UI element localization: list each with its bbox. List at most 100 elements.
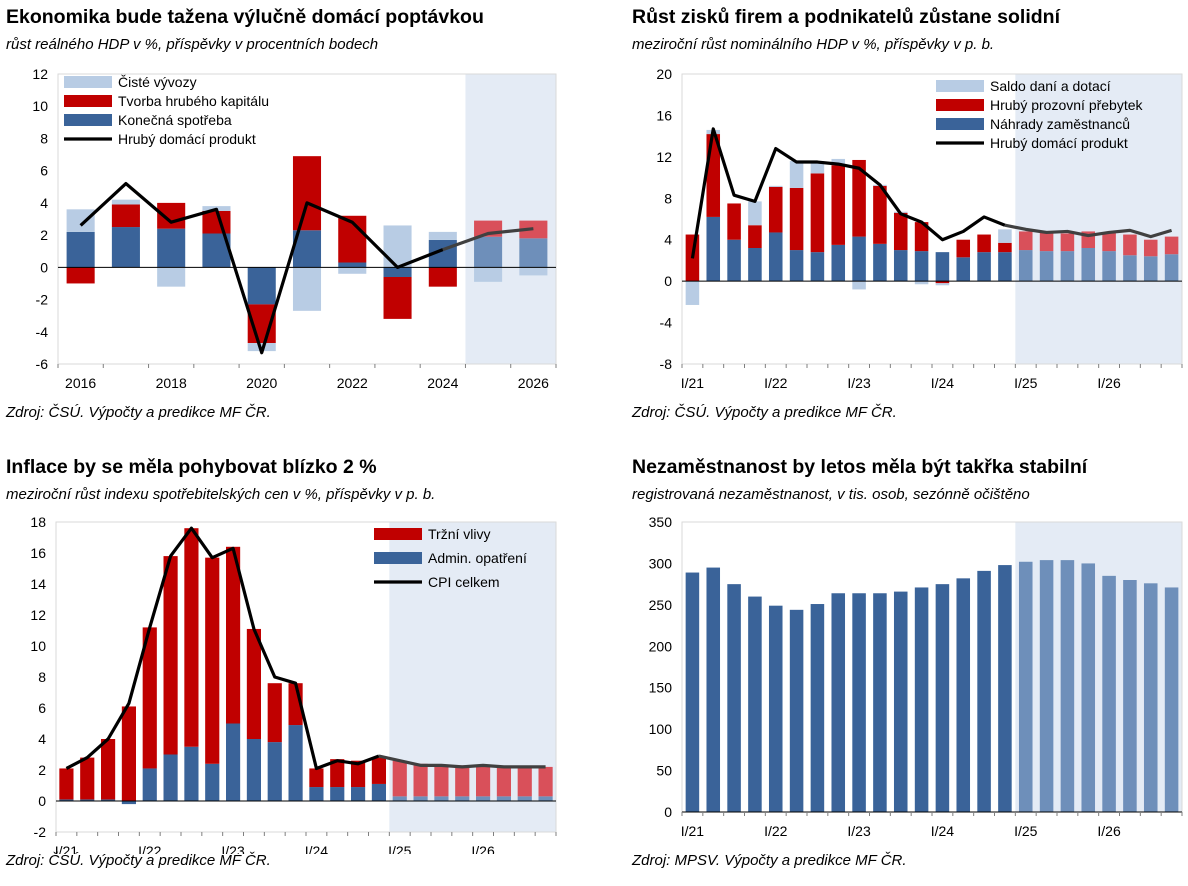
bar-I-24 bbox=[309, 787, 324, 801]
bar-2016 bbox=[66, 231, 95, 268]
y-tick-label: 12 bbox=[30, 607, 46, 623]
gdp-chart: -6 -4 -2 0 2 4 6 8 10 12 2016 2018 2020 2022 2024 2026 Č… bbox=[32, 66, 557, 391]
y-tick-label: 16 bbox=[656, 107, 672, 123]
bar-IV-21 bbox=[121, 801, 136, 805]
bar-IV-24 bbox=[371, 757, 386, 784]
bar-2020 bbox=[247, 267, 276, 305]
bar-III-21 bbox=[727, 584, 741, 812]
bar-IV-21 bbox=[121, 706, 136, 801]
chart-subtitle: růst reálného HDP v %, příspěvky v proce… bbox=[6, 36, 379, 53]
bar-II-21 bbox=[706, 567, 721, 812]
bar-II-23 bbox=[873, 243, 887, 282]
y-tick-label: -4 bbox=[36, 324, 49, 340]
bar-II-24 bbox=[956, 578, 971, 812]
legend-swatch bbox=[374, 552, 422, 564]
bar-II-26 bbox=[496, 796, 511, 801]
bar-III-26 bbox=[1143, 583, 1158, 812]
chart-source: Zdroj: ČSÚ. Výpočty a predikce MF ČR. bbox=[6, 852, 271, 869]
bar-I-24 bbox=[309, 768, 324, 788]
chart-title: Nezaměstnanost by letos měla být takřka … bbox=[632, 456, 1088, 478]
bar-2017 bbox=[111, 227, 140, 268]
bar-I-24 bbox=[935, 252, 950, 282]
bar-III-22 bbox=[810, 604, 825, 812]
bar-IV-24 bbox=[998, 242, 1012, 253]
y-tick-label: -4 bbox=[660, 315, 673, 331]
bar-IV-22 bbox=[831, 593, 846, 812]
bar-IV-23 bbox=[288, 725, 303, 801]
bar-I-21 bbox=[59, 799, 74, 801]
chart-title: Inflace by se měla pohybovat blízko 2 % bbox=[6, 456, 377, 478]
y-tick-label: -8 bbox=[660, 356, 673, 372]
bar-I-22 bbox=[142, 627, 157, 769]
bar-I-26 bbox=[1102, 232, 1116, 252]
y-tick-label: 100 bbox=[649, 721, 673, 737]
bar-II-24 bbox=[330, 787, 345, 801]
bar-III-21 bbox=[727, 239, 741, 282]
legend-swatch bbox=[936, 80, 984, 92]
bar-III-25 bbox=[434, 796, 449, 801]
bar-II-23 bbox=[873, 185, 887, 244]
panel-inflation: Inflace by se měla pohybovat blízko 2 % … bbox=[6, 456, 586, 886]
bar-IV-21 bbox=[748, 201, 762, 226]
legend-label: Tvorba hrubého kapitálu bbox=[118, 93, 269, 109]
legend-label: Konečná spotřeba bbox=[118, 112, 232, 128]
nominal-gdp-chart: -8 -4 0 4 8 12 16 20 I/21 I/22 I/23 I/24 I/25 I/26 Sal… bbox=[656, 66, 1183, 391]
bar-IV-26 bbox=[1164, 254, 1179, 282]
bar-II-22 bbox=[789, 161, 804, 188]
bar-II-21 bbox=[80, 757, 95, 800]
y-tick-label: 14 bbox=[30, 576, 46, 592]
bar-I-26 bbox=[476, 765, 491, 797]
bar-2026 bbox=[519, 267, 548, 276]
bar-IV-26 bbox=[1164, 236, 1179, 255]
bar-II-24 bbox=[330, 759, 345, 788]
bar-III-24 bbox=[977, 252, 991, 282]
bar-II-24 bbox=[956, 257, 971, 282]
bar-II-21 bbox=[706, 216, 721, 282]
line-series bbox=[65, 526, 380, 771]
bar-II-23 bbox=[873, 593, 887, 812]
bar-III-24 bbox=[351, 760, 366, 788]
bar-2024 bbox=[428, 231, 457, 240]
bar-I-23 bbox=[852, 236, 866, 282]
bar-III-22 bbox=[810, 173, 825, 253]
bar-2017 bbox=[111, 199, 140, 205]
bar-III-23 bbox=[893, 212, 908, 251]
bar-III-22 bbox=[810, 252, 825, 282]
bar-I-23 bbox=[226, 723, 241, 801]
x-tick-label: I/25 bbox=[388, 843, 412, 854]
x-tick-label: I/22 bbox=[764, 823, 788, 839]
bar-II-22 bbox=[789, 609, 804, 812]
bar-III-24 bbox=[351, 787, 366, 801]
legend-swatch bbox=[936, 118, 984, 130]
bar-II-25 bbox=[1039, 560, 1054, 812]
panel-gdp: Ekonomika bude tažena výlučně domácí pop… bbox=[6, 6, 586, 436]
bar-II-26 bbox=[1123, 255, 1137, 282]
bar-II-26 bbox=[496, 766, 511, 797]
bar-III-22 bbox=[184, 528, 199, 747]
chart-source: Zdroj: ČSÚ. Výpočty a predikce MF ČR. bbox=[632, 404, 897, 421]
bar-IV-26 bbox=[1164, 587, 1179, 812]
y-tick-label: 200 bbox=[649, 638, 673, 654]
bar-I-25 bbox=[1018, 231, 1033, 251]
legend-label: Tržní vlivy bbox=[428, 526, 490, 542]
x-tick-label: I/26 bbox=[1097, 823, 1121, 839]
bar-III-26 bbox=[1143, 239, 1158, 257]
y-tick-label: 0 bbox=[664, 273, 672, 289]
bar-IV-24 bbox=[998, 229, 1012, 243]
x-tick-label: I/22 bbox=[138, 843, 162, 854]
bar-IV-22 bbox=[831, 244, 846, 282]
bar-III-25 bbox=[1060, 251, 1075, 282]
bar-2023 bbox=[383, 267, 412, 277]
y-tick-label: 0 bbox=[38, 793, 46, 809]
line-series bbox=[79, 181, 444, 355]
bar-IV-24 bbox=[371, 783, 386, 801]
bar-IV-22 bbox=[831, 158, 846, 166]
unemployment-chart: 0 50 100 150 200 250 300 350 I/21 I/22 I/23 I/24 I/2… bbox=[649, 514, 1183, 839]
chart-title: Růst zisků firem a podnikatelů zůstane s… bbox=[632, 6, 1060, 28]
y-tick-label: -2 bbox=[36, 292, 49, 308]
x-tick-label: I/25 bbox=[1014, 823, 1038, 839]
bar-I-22 bbox=[142, 768, 157, 801]
legend-label: Hrubý prozovní přebytek bbox=[990, 97, 1144, 113]
x-tick-label: I/26 bbox=[1097, 375, 1121, 391]
x-tick-label: I/26 bbox=[471, 843, 495, 854]
